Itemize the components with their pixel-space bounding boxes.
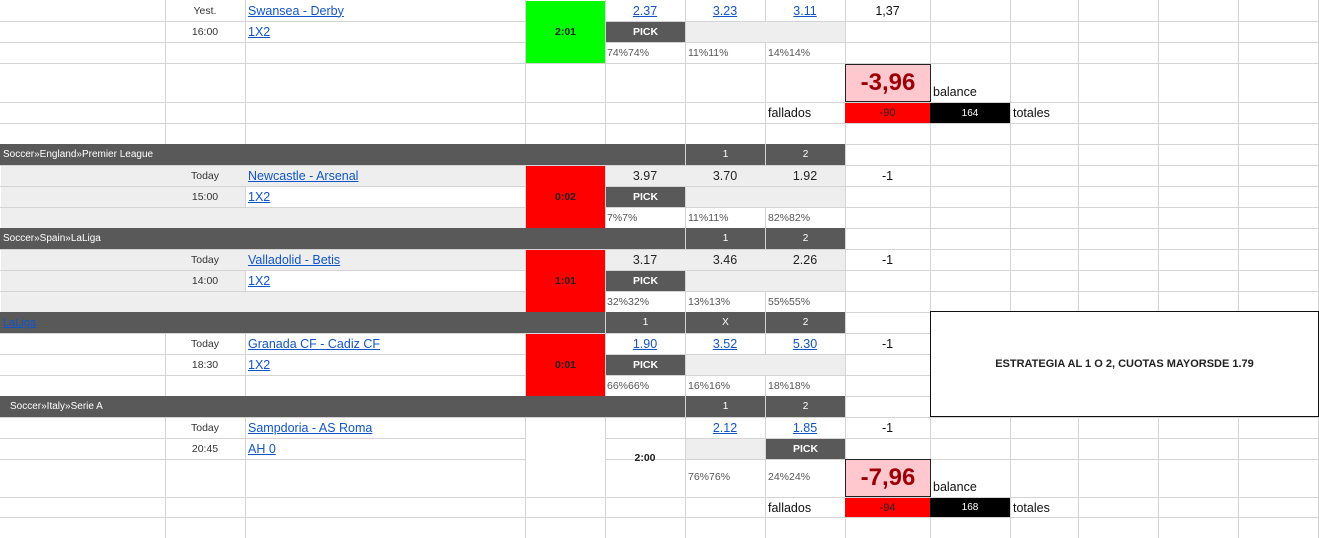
balance-value: -3,96: [845, 64, 931, 102]
score-cell: 0:01: [526, 334, 605, 396]
col-header-1: 1: [686, 396, 765, 417]
league-header: LaLiga: [0, 312, 605, 333]
score-cell: 2:00: [634, 452, 656, 464]
score-cell: 2:01: [526, 1, 605, 63]
result-value: -1: [881, 336, 894, 351]
match-teams-link[interactable]: Sampdoria - AS Roma: [248, 420, 373, 435]
result-value: -1: [881, 252, 894, 267]
market-link[interactable]: 1X2: [248, 273, 271, 288]
col-header-1: 1: [686, 228, 765, 249]
league-header: Soccer»England»Premier League: [0, 144, 685, 165]
pct-away: 14%14%: [768, 46, 811, 59]
pct-draw: 11%11%: [688, 211, 729, 224]
pick-button[interactable]: PICK: [606, 355, 685, 375]
pct-home: 74%74%: [607, 46, 650, 59]
market-link[interactable]: 1X2: [248, 24, 271, 39]
fallados-label: fallados: [768, 500, 812, 515]
market-link[interactable]: 1X2: [248, 357, 271, 372]
league-header: Soccer»Spain»LaLiga: [0, 228, 685, 249]
odd-home: 3.17: [632, 252, 658, 267]
result-value: -1: [881, 168, 894, 183]
match-date: Today: [190, 169, 220, 182]
odd-draw-link[interactable]: 3.23: [712, 3, 738, 18]
match-teams-link[interactable]: Granada CF - Cadiz CF: [248, 336, 380, 351]
match-time: 16:00: [191, 25, 219, 38]
market-link[interactable]: AH 0: [248, 441, 276, 456]
pct-home: 7%7%: [607, 211, 638, 224]
col-header-2: 2: [766, 228, 845, 249]
fallados-label: fallados: [768, 105, 812, 120]
balance-value: -7,96: [845, 459, 931, 497]
match-teams-link[interactable]: Newcastle - Arsenal: [248, 168, 359, 183]
odd-draw-link[interactable]: 3.52: [712, 336, 738, 351]
balance-label: balance: [933, 85, 977, 99]
col-header-x: X: [686, 312, 765, 333]
pct-draw: 13%13%: [688, 295, 731, 308]
pct-home: 32%32%: [607, 295, 650, 308]
odd-home-link[interactable]: 1.90: [632, 336, 658, 351]
totales-value: 168: [930, 498, 1010, 517]
match-teams-link[interactable]: Swansea - Derby: [248, 3, 344, 18]
match-time: 20:45: [191, 442, 219, 455]
odd-away-link[interactable]: 3.11: [793, 3, 817, 18]
match-time: 18:30: [191, 358, 219, 371]
col-header-1: 1: [686, 144, 765, 165]
strategy-note: ESTRATEGIA AL 1 O 2, CUOTAS MAYORSDE 1.7…: [930, 311, 1319, 417]
odd-draw: 3.46: [712, 252, 738, 267]
match-teams-link[interactable]: Valladolid - Betis: [248, 252, 341, 267]
odd-home: 3.97: [632, 168, 658, 183]
odd-away-link[interactable]: 1.85: [792, 420, 818, 435]
odd-away: 2.26: [792, 252, 818, 267]
col-header-2: 2: [766, 396, 845, 417]
totales-label: totales: [1013, 105, 1050, 120]
match-date: Today: [190, 253, 220, 266]
col-header-1: 1: [606, 312, 685, 333]
fallados-value: -90: [845, 103, 930, 123]
pct-draw: 11%11%: [688, 46, 729, 59]
balance-label: balance: [933, 480, 977, 494]
odd-away: 1.92: [792, 168, 818, 183]
pct-away: 18%18%: [768, 379, 811, 392]
result-value: 1,37: [875, 3, 900, 18]
pct-away: 82%82%: [768, 211, 811, 224]
result-value: -1: [881, 420, 894, 435]
pick-button[interactable]: PICK: [606, 22, 685, 42]
pct-away: 24%24%: [768, 470, 811, 483]
totales-value: 164: [930, 103, 1010, 123]
match-date: Today: [190, 337, 220, 350]
match-time: 14:00: [191, 274, 219, 287]
match-date: Yest.: [193, 4, 217, 17]
odd-away-link[interactable]: 5.30: [792, 336, 818, 351]
pct-home: 76%76%: [688, 470, 731, 483]
score-cell: 1:01: [526, 250, 605, 312]
odd-home-link[interactable]: 2.12: [712, 420, 738, 435]
league-link[interactable]: LaLiga: [3, 316, 37, 329]
league-header: Soccer»Italy»Serie A: [0, 396, 685, 417]
col-header-2: 2: [766, 312, 845, 333]
pick-button[interactable]: PICK: [606, 271, 685, 291]
fallados-value: -94: [845, 498, 930, 517]
score-cell: 0:02: [526, 166, 605, 228]
odd-draw: 3.70: [712, 168, 738, 183]
pct-away: 55%55%: [768, 295, 811, 308]
odd-home-link[interactable]: 2.37: [632, 3, 658, 18]
pick-button[interactable]: PICK: [766, 439, 845, 459]
col-header-2: 2: [766, 144, 845, 165]
totales-label: totales: [1013, 500, 1050, 515]
market-link[interactable]: 1X2: [248, 189, 271, 204]
pct-home: 66%66%: [607, 379, 650, 392]
pct-draw: 16%16%: [688, 379, 731, 392]
match-time: 15:00: [191, 190, 219, 203]
pick-button[interactable]: PICK: [606, 187, 685, 207]
match-date: Today: [190, 421, 220, 434]
